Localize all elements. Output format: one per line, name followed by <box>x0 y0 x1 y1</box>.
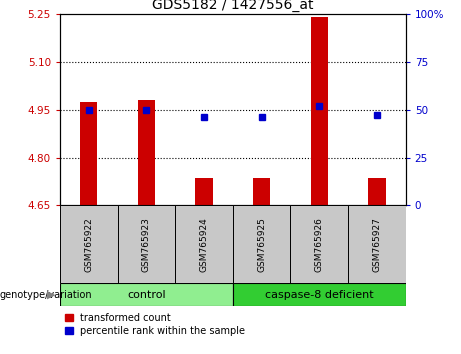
Text: GSM765925: GSM765925 <box>257 217 266 272</box>
Text: GSM765922: GSM765922 <box>84 217 93 272</box>
Bar <box>175 205 233 283</box>
Bar <box>118 205 175 283</box>
Bar <box>138 100 155 205</box>
Title: GDS5182 / 1427556_at: GDS5182 / 1427556_at <box>152 0 313 12</box>
Text: caspase-8 deficient: caspase-8 deficient <box>265 290 373 300</box>
Bar <box>195 178 213 205</box>
Bar <box>290 205 348 283</box>
Text: GSM765927: GSM765927 <box>372 217 381 272</box>
Bar <box>311 17 328 205</box>
Bar <box>60 205 118 283</box>
Text: GSM765923: GSM765923 <box>142 217 151 272</box>
Bar <box>80 102 97 205</box>
Bar <box>253 178 270 205</box>
Text: ▶: ▶ <box>47 290 55 300</box>
Bar <box>348 205 406 283</box>
Text: genotype/variation: genotype/variation <box>0 290 93 300</box>
Bar <box>60 283 233 306</box>
Text: control: control <box>127 290 165 300</box>
Bar <box>368 178 385 205</box>
Text: GSM765924: GSM765924 <box>200 217 208 272</box>
Text: GSM765926: GSM765926 <box>315 217 324 272</box>
Legend: transformed count, percentile rank within the sample: transformed count, percentile rank withi… <box>65 313 245 336</box>
Bar <box>233 205 290 283</box>
Bar <box>233 283 406 306</box>
